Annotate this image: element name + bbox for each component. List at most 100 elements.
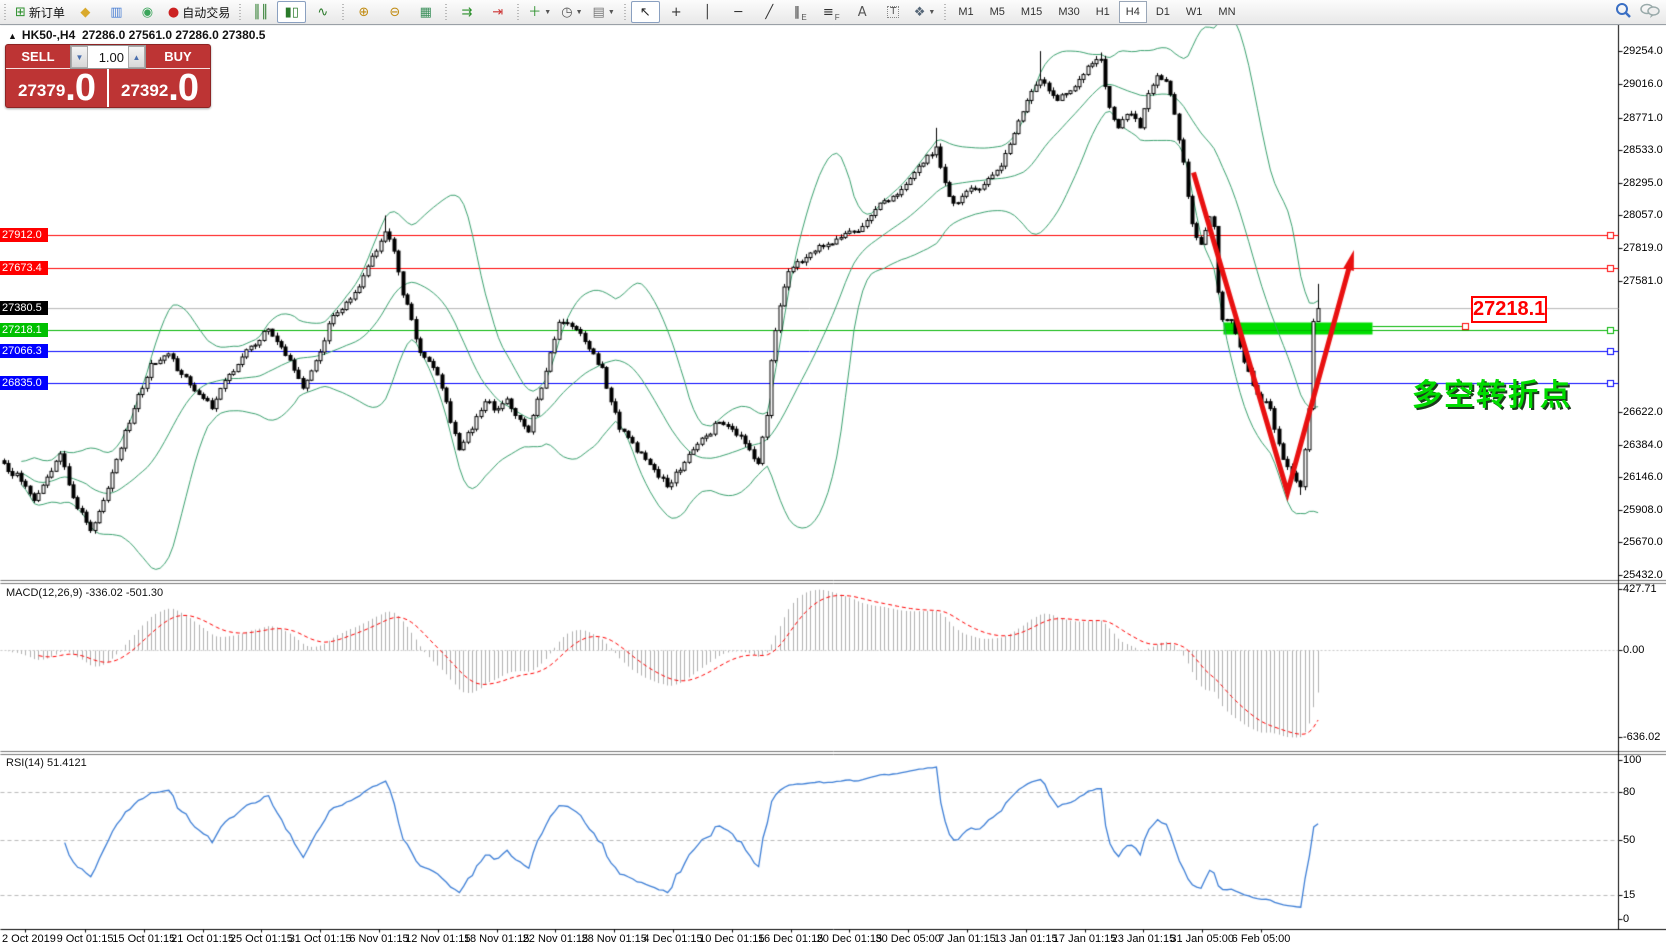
- volume-input[interactable]: 1.00: [98, 49, 124, 65]
- buy-price[interactable]: 27392 .0: [109, 69, 210, 107]
- new-order-button[interactable]: ⊞ 新订单: [11, 1, 69, 23]
- trendline-glyph: ╱: [765, 4, 774, 20]
- timeframe-m30-button[interactable]: M30: [1058, 6, 1080, 18]
- equidistant-channel-glyph: ∥: [793, 4, 801, 20]
- symbol-info-bar: ▲ HK50-,H4 27286.0 27561.0 27286.0 27380.…: [8, 28, 265, 42]
- chat-icon[interactable]: [1640, 2, 1660, 24]
- volume-decrease-button[interactable]: ▼: [71, 46, 88, 68]
- sub-letter: E: [801, 13, 807, 22]
- new-order-glyph: ⊞: [15, 4, 26, 20]
- zoom-in-icon[interactable]: ⊕: [349, 1, 378, 23]
- metaeditor-icon[interactable]: ◆: [71, 1, 100, 23]
- market-watch-icon-glyph: ▥: [110, 4, 123, 20]
- zoom-in-icon-glyph: ⊕: [358, 4, 370, 20]
- tile-windows-icon-glyph: ▦: [419, 4, 432, 20]
- indicators-glyph: ＋: [528, 4, 542, 20]
- line-chart-icon[interactable]: ∿: [308, 1, 337, 23]
- crosshair-glyph: +: [670, 4, 682, 20]
- dropdown-arrow-icon[interactable]: ▼: [607, 8, 615, 16]
- periods-glyph: ◷: [561, 4, 573, 20]
- cursor-glyph: ↖: [639, 4, 651, 20]
- fibonacci-glyph: ≡: [822, 4, 834, 20]
- buy-button[interactable]: BUY: [146, 45, 210, 69]
- dropdown-arrow-icon[interactable]: ▼: [544, 8, 552, 16]
- arrows-button[interactable]: ❖ ▼: [910, 1, 940, 23]
- turning-point-annotation[interactable]: 多空转折点: [1412, 379, 1572, 412]
- volume-stepper: ▼ 1.00 ▲: [70, 45, 146, 69]
- indicators-button[interactable]: ＋ ▼: [524, 1, 555, 23]
- navigator-icon-glyph: ◉: [141, 4, 154, 20]
- navigator-icon[interactable]: ◉: [133, 1, 162, 23]
- autotrading-glyph: ●: [167, 4, 180, 20]
- arrows-glyph: ❖: [913, 4, 926, 20]
- new-order-button-label: 新订单: [28, 5, 65, 20]
- toolbar: ⊞ 新订单 ◆ ▥ ◉ ● 自动交易 ║║ ▮▯ ∿ ⊕ ⊖ ▦ ⇉ ⇥ ＋ ▼ ◷ ▼ ▤ ▼ ↖ + │ ─ ╱ ∥ E ≡ F A T ❖…: [0, 0, 1666, 25]
- vertical-line-button[interactable]: │: [693, 1, 722, 23]
- buy-price-frac: .0: [168, 67, 199, 108]
- toolbar-separator: [515, 4, 522, 20]
- toolbar-separator: [2, 4, 8, 20]
- zoom-out-icon-glyph: ⊖: [389, 4, 401, 20]
- crosshair-button[interactable]: +: [662, 1, 691, 23]
- timeframe-m1-button[interactable]: M1: [958, 6, 974, 18]
- candlestick-chart-icon-glyph: ▮▯: [284, 4, 299, 20]
- one-click-collapse-icon[interactable]: ▲: [8, 31, 17, 41]
- auto-scroll-icon[interactable]: ⇉: [452, 1, 481, 23]
- bar-chart-icon-glyph: ║║: [252, 4, 269, 20]
- timeframe-w1-button[interactable]: W1: [1185, 6, 1203, 18]
- dropdown-arrow-icon[interactable]: ▼: [575, 8, 583, 16]
- periods-button[interactable]: ◷ ▼: [557, 1, 586, 23]
- dropdown-arrow-icon[interactable]: ▼: [928, 8, 936, 16]
- auto-scroll-icon-glyph: ⇉: [461, 4, 473, 20]
- market-watch-icon[interactable]: ▥: [102, 1, 131, 23]
- toolbar-separator: [942, 4, 949, 20]
- text-glyph: A: [857, 4, 867, 20]
- equidistant-channel-button[interactable]: ∥ E: [786, 1, 815, 23]
- timeframe-d1-button[interactable]: D1: [1155, 6, 1170, 18]
- fibonacci-button[interactable]: ≡ F: [817, 1, 846, 23]
- timeframe-h4-button[interactable]: H4: [1118, 1, 1147, 23]
- sell-price[interactable]: 27379 .0: [6, 69, 109, 107]
- tile-windows-icon[interactable]: ▦: [411, 1, 440, 23]
- line-chart-icon-glyph: ∿: [317, 4, 329, 20]
- chart-shift-icon[interactable]: ⇥: [483, 1, 512, 23]
- symbol-name: HK50-,H4: [21, 28, 76, 42]
- candlestick-chart-icon[interactable]: ▮▯: [277, 1, 307, 23]
- rsi-indicator-label: RSI(14) 51.4121: [6, 757, 87, 769]
- sell-price-main: 27379: [18, 81, 66, 100]
- toolbar-separator: [443, 4, 450, 20]
- volume-increase-button[interactable]: ▲: [128, 46, 145, 68]
- price-annotation-box[interactable]: 27218.1: [1471, 296, 1547, 323]
- search-icon[interactable]: [1615, 2, 1632, 24]
- sell-button[interactable]: SELL: [6, 45, 70, 69]
- zoom-out-icon[interactable]: ⊖: [380, 1, 409, 23]
- macd-indicator-label: MACD(12,26,9) -336.02 -501.30: [6, 587, 164, 599]
- text-label-glyph: T: [887, 6, 900, 18]
- horizontal-line-glyph: ─: [734, 4, 743, 20]
- sell-price-frac: .0: [65, 67, 96, 108]
- one-click-trading-panel: SELL ▼ 1.00 ▲ BUY 27379 .0 27392 .0: [5, 44, 211, 108]
- bar-chart-icon[interactable]: ║║: [246, 1, 275, 23]
- toolbar-separator: [621, 4, 628, 20]
- trendline-button[interactable]: ╱: [755, 1, 784, 23]
- timeframe-m15-button[interactable]: M15: [1020, 6, 1043, 18]
- toolbar-separator: [237, 4, 244, 20]
- templates-button[interactable]: ▤ ▼: [589, 1, 619, 23]
- toolbar-separator: [340, 4, 347, 20]
- symbol-ohlc-values: 27286.0 27561.0 27286.0 27380.5: [81, 28, 266, 42]
- text-button[interactable]: A: [848, 1, 877, 23]
- timeframe-m5-button[interactable]: M5: [989, 6, 1005, 18]
- metaeditor-icon-glyph: ◆: [80, 4, 91, 20]
- sub-letter: F: [834, 13, 840, 22]
- autotrading-button-label: 自动交易: [182, 5, 231, 20]
- templates-glyph: ▤: [592, 4, 605, 20]
- chart-shift-icon-glyph: ⇥: [492, 4, 504, 20]
- text-label-button[interactable]: T: [879, 1, 908, 23]
- timeframe-mn-button[interactable]: MN: [1218, 6, 1236, 18]
- timeframe-h1-button[interactable]: H1: [1095, 6, 1110, 18]
- horizontal-line-button[interactable]: ─: [724, 1, 753, 23]
- vertical-line-glyph: │: [703, 4, 712, 20]
- autotrading-button[interactable]: ● 自动交易: [164, 1, 234, 23]
- cursor-button[interactable]: ↖: [630, 1, 660, 23]
